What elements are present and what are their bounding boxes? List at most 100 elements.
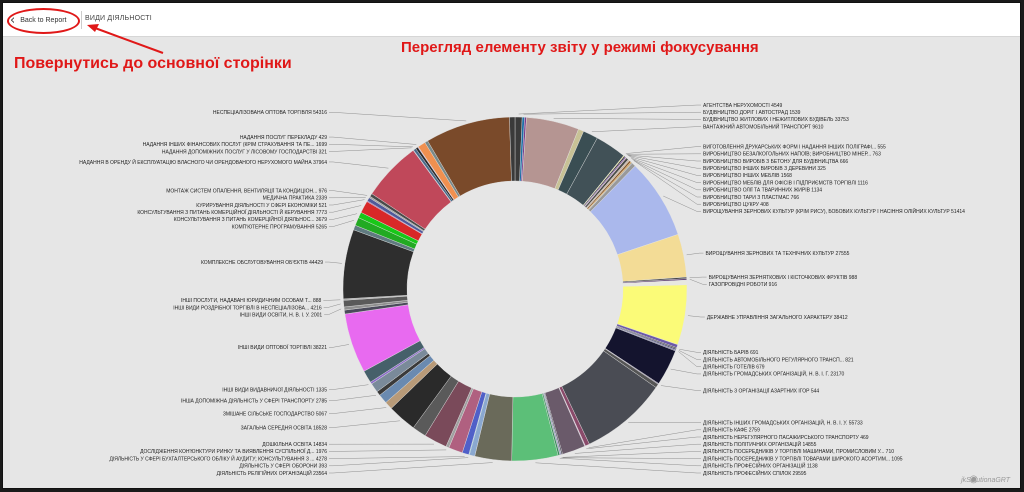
slice-label: ВИРОЩУВАННЯ ЗЕРНОВИХ ТА ТЕХНІЧНИХ КУЛЬТУ… (705, 251, 849, 257)
slice-label: ВИРОБНИЦТВО ТАРИ З ПЛАСТМАС 766 (703, 195, 799, 201)
leader-line (329, 205, 362, 213)
leader-line (628, 155, 701, 169)
leader-line (634, 160, 701, 205)
slice-label: ДІЯЛЬНІСТЬ ПОСЕРЕДНИКІВ У ТОРГІВЛІ МАШИН… (703, 449, 894, 455)
leader-line (329, 213, 358, 220)
slice-label: ЗМІШАНЕ СІЛЬСЬКЕ ГОСПОДАРСТВО 5067 (223, 411, 327, 417)
leader-line (329, 457, 469, 466)
leader-line (323, 299, 341, 301)
slice-label: ДОСЛІДЖЕННЯ КОН'ЮНКТУРИ РИНКУ ТА ВИЯВЛЕН… (140, 448, 327, 455)
leader-line (329, 220, 355, 227)
back-to-report-button[interactable]: ‹ Back to Report (10, 9, 80, 31)
leader-line (329, 190, 368, 196)
leader-line (562, 451, 701, 458)
slice-label: КОМП'ЮТЕРНЕ ПРОГРАМУВАННЯ 5265 (232, 224, 327, 230)
leader-line (329, 449, 447, 452)
slice-label: ВИГОТОВЛЕННЯ ДРУКАРСЬКИХ ФОРМ І НАДАННЯ … (703, 144, 886, 150)
slice-label: НЕСПЕЦІАЛІЗОВАНА ОПТОВА ТОРГІВЛЯ 54316 (213, 110, 327, 116)
leader-line (586, 436, 701, 450)
slice-label: ДІЯЛЬНІСТЬ З ОРГАНІЗАЦІЇ АЗАРТНИХ ІГОР 5… (703, 387, 819, 394)
leader-line (329, 462, 493, 474)
slice-label: НАДАННЯ ІНШИХ ФІНАНСОВИХ ПОСЛУГ (КРІМ СТ… (143, 142, 328, 148)
leader-line (632, 158, 701, 191)
slice-label: НАДАННЯ ДОПОМІЖНИХ ПОСЛУГ У ЛІСОВОМУ ГОС… (162, 149, 327, 155)
camera-icon: ◉ (969, 474, 978, 485)
leader-line (329, 199, 365, 206)
slice-label: ДІЯЛЬНІСТЬ КАФЕ 2759 (703, 428, 760, 434)
leader-line (329, 161, 389, 169)
slice-label: ДІЯЛЬНІСТЬ АВТОМОБІЛЬНОГО РЕГУЛЯРНОГО ТР… (703, 357, 854, 363)
leader-line (553, 118, 701, 120)
slice-label: ІНШІ ПОСЛУГИ, НАДАВАНІ ЮРИДИЧНИМ ОСОБАМ … (181, 298, 322, 304)
leader-line (663, 195, 701, 212)
donut-slice[interactable] (509, 116, 516, 182)
leader-line (678, 350, 701, 360)
leader-line (329, 147, 412, 152)
slice-label: КОНСУЛЬТУВАННЯ З ПИТАНЬ КОМЕРЦІЙНОЇ ДІЯЛ… (174, 215, 327, 223)
leader-line (660, 385, 701, 391)
topbar-divider (81, 11, 82, 29)
slice-label: ГАЗОПРОВІДНІ РОБОТИ 916 (709, 282, 778, 288)
slice-label: ІНШІ ВИДИ ОПТОВОЇ ТОРГІВЛІ 38221 (238, 344, 327, 351)
chevron-left-icon: ‹ (10, 12, 16, 28)
leader-line (689, 279, 707, 285)
slice-label: ІНШІ ВИДИ ОСВІТИ, Н. В. І. У. 2001 (240, 313, 323, 319)
slice-label: МОНТАЖ СИСТЕМ ОПАЛЕННЯ, ВЕНТИЛЯЦІЇ ТА КО… (166, 187, 327, 194)
slice-label: ДОШКІЛЬНА ОСВІТА 14834 (262, 442, 327, 448)
leader-line (329, 136, 417, 145)
slice-label: ДІЯЛЬНІСТЬ ПОСЕРЕДНИКІВ У ТОРГІВЛІ ТОВАР… (703, 456, 903, 462)
leader-line (633, 159, 701, 198)
slice-label: НАДАННЯ В ОРЕНДУ Й ЕКСПЛУАТАЦІЮ ВЛАСНОГО… (79, 158, 327, 166)
slice-label: ДІЯЛЬНІСТЬ У СФЕРІ ОБОРОНИ 393 (239, 464, 327, 470)
leader-line (329, 395, 376, 401)
leader-line (588, 429, 701, 448)
slice-label: ВИРОЩУВАННЯ ЗЕРНЯТКОВИХ І КІСТОЧКОВИХ ФР… (709, 275, 858, 281)
leader-line (678, 351, 701, 367)
leader-line (329, 420, 400, 428)
leader-line (686, 252, 704, 256)
leader-line (329, 384, 369, 390)
leader-line (323, 303, 341, 308)
slice-label: ВАНТАЖНИЙ АВТОМОБІЛЬНИЙ ТРАНСПОРТ 9610 (703, 122, 824, 130)
leader-line (329, 144, 413, 148)
leader-line (689, 276, 707, 278)
leader-line (329, 112, 467, 122)
slice-label: ВИРОБНИЦТВО ІНШИХ МЕБЛІВ 1568 (703, 173, 792, 179)
leader-line (324, 261, 342, 264)
slice-label: КОМПЛЕКСНЕ ОБСЛУГОВУВАННЯ ОБ'ЄКТІВ 44429 (201, 260, 323, 266)
leader-line (329, 407, 387, 414)
slice-label: БУДІВНИЦТВО ЖИТЛОВИХ І НЕЖИТЛОВИХ БУДІВЕ… (703, 117, 849, 123)
leader-line (329, 456, 465, 459)
slice-label: ВИРОБНИЦТВО ІНШИХ ВИРОБІВ З ДЕРЕВИНИ 325 (703, 166, 826, 172)
slice-label: ВИРОБНИЦТВО ВИРОБІВ З БЕТОНУ ДЛЯ БУДІВНИ… (703, 159, 848, 165)
leader-line (627, 154, 701, 162)
slice-label: АГЕНТСТВА НЕРУХОМОСТІ 4549 (703, 103, 783, 109)
watermark-text: jkSolutionaGRT (961, 477, 1010, 484)
slice-label: ДІЯЛЬНІСТЬ ГРОМАДСЬКИХ ОРГАНІЗАЦІЙ, Н. В… (703, 370, 845, 378)
slice-label: ВИРОБНИЦТВО МЕБЛІВ ДЛЯ ОФІСІВ І ПІДПРИЄМ… (703, 180, 868, 186)
leader-line (630, 157, 701, 183)
leader-line (670, 368, 701, 375)
slice-label: ДІЯЛЬНІСТЬ ПРОФЕСІЙНИХ СПІЛОК 29595 (703, 469, 807, 477)
leader-line (574, 444, 701, 454)
slice-label: КОНСУЛЬТУВАННЯ З ПИТАНЬ КОМЕРЦІЙНОЇ ДІЯЛ… (137, 208, 327, 216)
slice-label: ДЕРЖАВНЕ УПРАВЛІННЯ ЗАГАЛЬНОГО ХАРАКТЕРУ… (707, 315, 848, 321)
slice-label: НАДАННЯ ПОСЛУГ ПЕРЕКЛАДУ 429 (240, 135, 327, 141)
leader-line (561, 457, 701, 459)
slice-label: ІНШІ ВИДИ РОЗДРІБНОЇ ТОРГІВЛІ В НЕСПЕЦІА… (173, 304, 322, 311)
leader-line (629, 156, 701, 176)
slice-label: ДІЯЛЬНІСТЬ У СФЕРІ БУХГАЛТЕРСЬКОГО ОБЛІК… (109, 454, 327, 462)
leader-line (324, 308, 342, 315)
leader-line (591, 126, 701, 132)
back-to-report-label: Back to Report (20, 16, 67, 24)
leader-line (625, 146, 701, 154)
slice-label: МЕДИЧНА ПРАКТИКА 2339 (263, 196, 328, 202)
slice-label: ВИРОБНИЦТВО ОЛІЇ ТА ТВАРИННИХ ЖИРІВ 1134 (703, 187, 822, 194)
slice-label: ІНШІ ВИДИ ВИДАВНИЧОЇ ДІЯЛЬНОСТІ 1335 (222, 386, 327, 393)
slice-label: ВИРОБНИЦТВО БЕЗАЛКОГОЛЬНИХ НАПОЇВ; ВИРОБ… (703, 151, 881, 158)
slice-label: ІНША ДОПОМІЖНА ДІЯЛЬНІСТЬ У СФЕРІ ТРАНСП… (181, 399, 327, 405)
slice-label: БУДІВНИЦТВО ДОРІГ І АВТОСТРАД 1539 (703, 110, 801, 116)
leader-line (687, 315, 705, 318)
